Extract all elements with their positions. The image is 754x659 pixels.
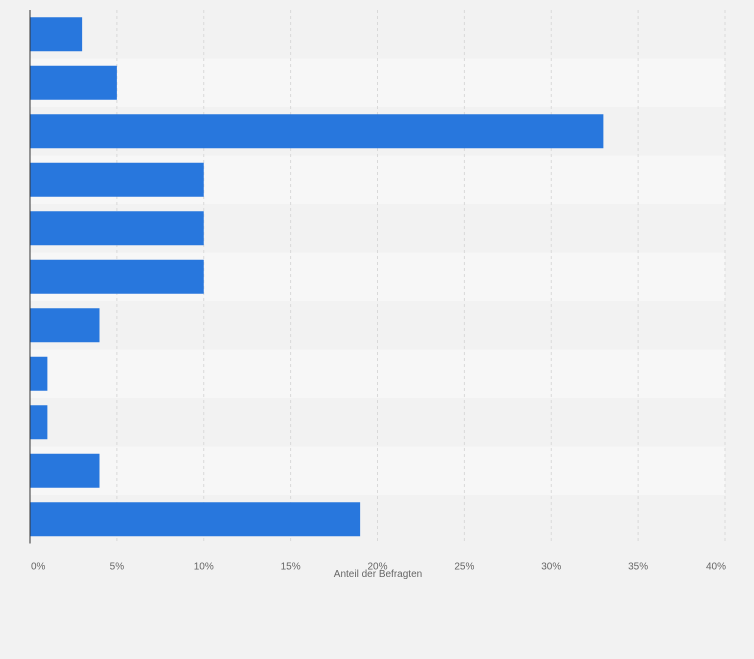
- bar[interactable]: [30, 17, 83, 52]
- bar[interactable]: [30, 453, 100, 488]
- x-tick-label: 5%: [110, 562, 125, 573]
- bar[interactable]: [30, 259, 204, 294]
- x-tick-label: 40%: [706, 562, 726, 573]
- x-tick-labels: 0% 5% 10% 15% 20% 25% 30% 35% 40%: [31, 562, 726, 573]
- bar[interactable]: [30, 211, 204, 246]
- x-tick-label: 15%: [281, 562, 301, 573]
- bar[interactable]: [30, 65, 117, 100]
- x-tick-label: 35%: [628, 562, 648, 573]
- x-tick-label: 0%: [31, 562, 46, 573]
- bar[interactable]: [30, 162, 204, 197]
- x-tick-label: 25%: [454, 562, 474, 573]
- bar[interactable]: [30, 356, 48, 391]
- x-tick-label: 10%: [194, 562, 214, 573]
- x-axis-title: Anteil der Befragten: [334, 569, 422, 580]
- bar[interactable]: [30, 308, 100, 343]
- bar[interactable]: [30, 405, 48, 440]
- x-tick-label: 20%: [367, 562, 387, 573]
- bar[interactable]: [30, 502, 361, 537]
- x-tick-label: 30%: [541, 562, 561, 573]
- row-band: [30, 398, 725, 447]
- bar[interactable]: [30, 114, 604, 149]
- row-band: [30, 446, 725, 495]
- bars: [30, 17, 604, 537]
